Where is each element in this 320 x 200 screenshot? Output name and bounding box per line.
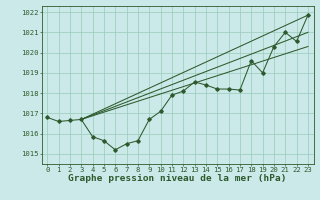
X-axis label: Graphe pression niveau de la mer (hPa): Graphe pression niveau de la mer (hPa) <box>68 174 287 183</box>
